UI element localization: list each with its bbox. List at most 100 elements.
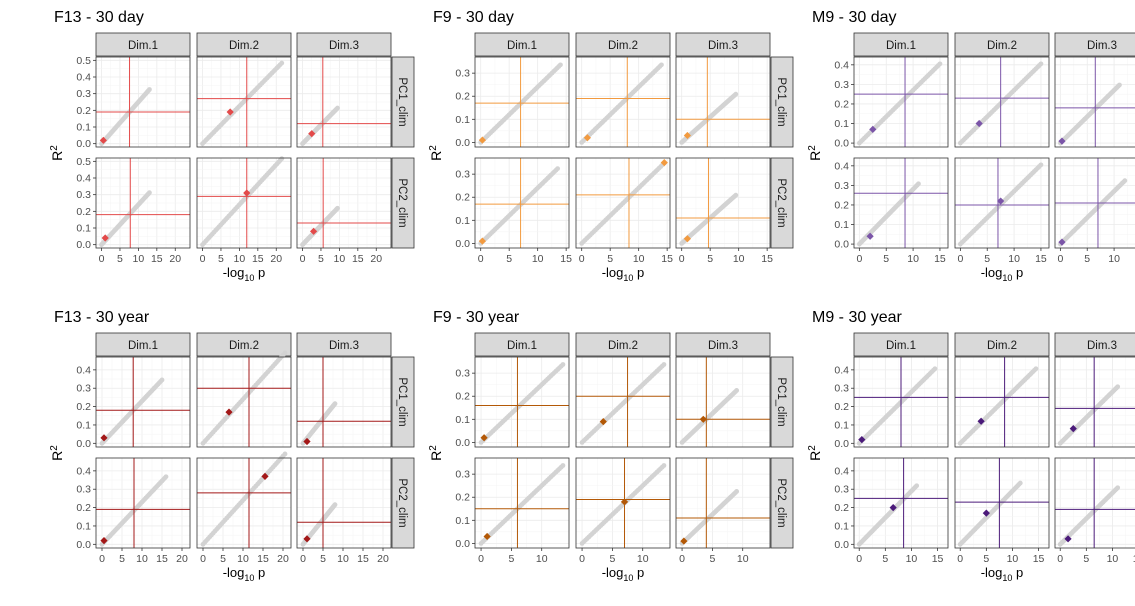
y-axis-label-base: R	[807, 451, 823, 461]
facet-panel: 0.0 0.1 0.2 0.3	[455, 356, 570, 449]
y-tick-label: 0.0	[76, 239, 91, 251]
facet-strip	[770, 157, 794, 249]
y-tick-label: 0.2	[76, 105, 91, 117]
y-tick-label: 0.4	[834, 364, 849, 376]
x-tick-label: 5	[1084, 253, 1090, 265]
x-tick-label: 10	[737, 553, 749, 565]
facet-strip-label: Dim.2	[608, 40, 638, 52]
x-tick-label: 10	[136, 553, 148, 565]
y-tick-label: 0.0	[76, 138, 91, 150]
background-point	[1122, 178, 1128, 184]
facet-panel: 0.0 0.1 0.2 0.3 0.4	[834, 356, 949, 450]
x-tick-label: 15	[151, 253, 163, 265]
x-tick-label: 5	[508, 553, 514, 565]
facet-strip-label: Dim.3	[329, 340, 359, 352]
panel-border	[296, 56, 392, 148]
y-axis-label-base: R	[428, 451, 444, 461]
facet-strip-label: Dim.1	[128, 40, 158, 52]
facet-panel: 0.0 0.1 0.2 0.3 0.4	[834, 56, 949, 150]
y-tick-label: 0.1	[834, 118, 849, 130]
facet-strip	[95, 332, 191, 357]
panel-border	[474, 56, 570, 148]
background-point	[661, 463, 667, 468]
x-tick-label: 0	[478, 553, 484, 565]
panel-border	[196, 157, 292, 249]
facet-strip-label: Dim.2	[608, 340, 638, 352]
highlight-point	[303, 437, 311, 446]
x-axis-label-tail: p	[254, 265, 265, 280]
panel-border	[95, 457, 191, 549]
panel-border	[954, 56, 1050, 148]
x-axis-label: -log10 p	[602, 565, 645, 583]
x-tick-label: 0	[679, 553, 685, 565]
highlight-point	[483, 532, 491, 541]
y-axis-label-sup: 2	[807, 145, 818, 151]
highlight-point	[101, 234, 109, 242]
facet-strip	[391, 157, 415, 249]
background-point	[932, 366, 938, 372]
facet-panel: 0 5 10	[575, 457, 671, 565]
y-tick-label: 0.1	[76, 419, 91, 431]
x-tick-label: 5	[609, 553, 615, 565]
facet-strip-label: Dim.3	[1087, 340, 1117, 352]
background-point	[734, 388, 740, 393]
x-tick-label: 10	[133, 253, 145, 265]
x-tick-label: 5	[318, 253, 324, 265]
background-point	[916, 181, 921, 187]
facet-strip	[853, 332, 949, 357]
y-axis-label: R2	[807, 445, 823, 461]
facet-strip	[675, 332, 771, 357]
x-tick-label: 5	[119, 553, 125, 565]
x-tick-label: 10	[1007, 553, 1019, 565]
facet-panel: 0 5 10	[675, 457, 771, 565]
y-tick-label: 0.4	[834, 59, 849, 71]
highlight-point	[261, 472, 269, 480]
y-tick-label: 0.1	[834, 520, 849, 532]
background-point	[1033, 366, 1039, 372]
x-tick-label: 0	[1057, 553, 1063, 565]
x-tick-label: 5	[607, 253, 613, 265]
facet-panel: 0 5 10 15 20	[196, 156, 292, 265]
panel-border	[675, 157, 771, 249]
y-tick-label: 0.2	[834, 401, 849, 413]
facet-panel: 0 5 10 15 20	[296, 457, 392, 565]
panel-border	[853, 356, 949, 448]
panel-border	[296, 457, 392, 549]
facet-panel: 0.0 0.1 0.2 0.3 0 5 10	[455, 457, 570, 565]
panel-border	[1054, 457, 1135, 549]
y-axis-label: R2	[49, 445, 65, 461]
x-tick-label: 15	[156, 553, 168, 565]
chart-title: F9 - 30 year	[433, 309, 520, 326]
facet-strip-label: Dim.2	[229, 340, 259, 352]
x-tick-label: 0	[679, 253, 685, 265]
x-tick-label: 15	[1133, 553, 1135, 565]
x-tick-label: 15	[352, 253, 364, 265]
x-axis-label-sub: 10	[244, 573, 254, 583]
y-tick-label: 0.4	[76, 364, 91, 376]
highlight-point	[660, 159, 668, 167]
panel-border	[95, 356, 191, 448]
y-tick-label: 0.2	[834, 502, 849, 514]
y-tick-label: 0.1	[834, 419, 849, 431]
chart-block: M9 - 30 yearDim.1Dim.2Dim.3PC1_climPC2_c…	[807, 309, 1135, 583]
background-point	[560, 362, 566, 367]
x-axis-label-sub: 10	[623, 573, 633, 583]
x-axis-label: -log10 p	[223, 265, 266, 283]
panel-border	[474, 457, 570, 549]
background-point	[661, 362, 667, 367]
y-tick-label: 0.2	[76, 206, 91, 218]
background-point	[332, 401, 338, 407]
chart-title: F13 - 30 year	[54, 309, 150, 326]
facet-strip	[95, 32, 191, 57]
background-point	[332, 502, 338, 508]
background-point	[1115, 485, 1121, 491]
facet-strip	[853, 32, 949, 57]
y-tick-label: 0.2	[455, 492, 470, 504]
x-tick-label: 15	[1035, 253, 1047, 265]
y-tick-label: 0.1	[455, 114, 470, 126]
panel-border	[575, 356, 671, 448]
x-tick-label: 10	[637, 553, 649, 565]
chart-block: F9 - 30 year Dim.1 Dim.2 Dim.3 PC1_clim PC2_c…	[428, 309, 794, 583]
y-tick-label: 0.4	[834, 465, 849, 477]
chart-block: M9 - 30 dayDim.1Dim.2Dim.3PC1_climPC2_cl…	[807, 9, 1135, 283]
